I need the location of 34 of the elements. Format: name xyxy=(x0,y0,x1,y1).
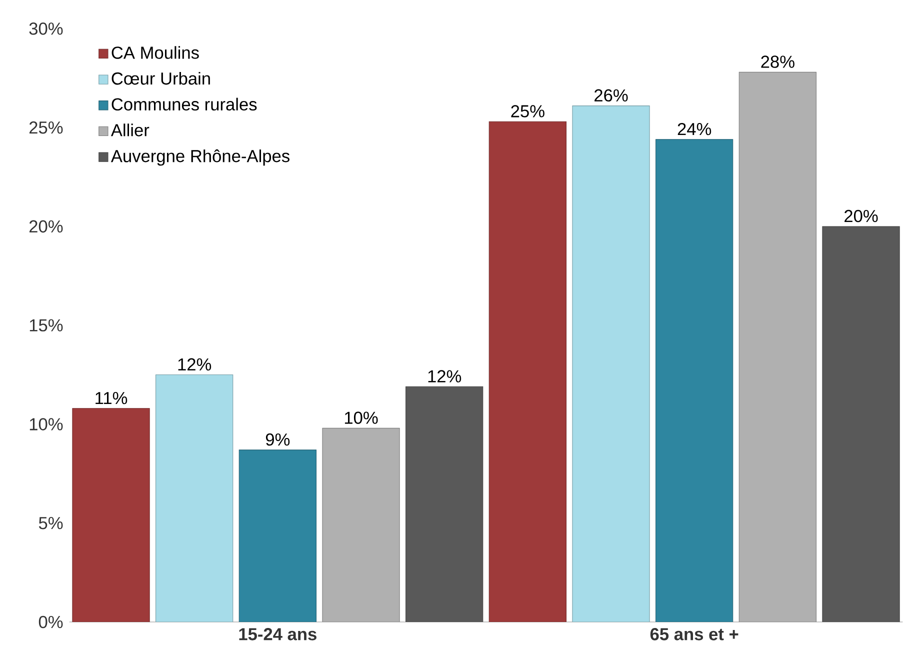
bar xyxy=(322,428,400,622)
data-label: 25% xyxy=(511,105,544,118)
legend-label: Allier xyxy=(110,124,150,136)
y-tick-label: 30% xyxy=(29,22,63,35)
y-tick-label: 25% xyxy=(29,121,63,134)
bar xyxy=(406,386,484,622)
bar xyxy=(156,374,234,622)
data-label: 28% xyxy=(761,56,794,68)
data-label: 24% xyxy=(678,122,712,136)
x-tick-label: 15-24 ans xyxy=(239,628,316,640)
y-tick-label: 10% xyxy=(30,418,63,430)
legend-label: CA Moulins xyxy=(112,46,199,59)
bar xyxy=(488,121,566,622)
data-label: 12% xyxy=(428,370,462,382)
y-tick-label: 0% xyxy=(38,616,63,628)
bar xyxy=(656,139,734,622)
bar xyxy=(72,408,150,622)
bar xyxy=(738,72,816,622)
data-label: 10% xyxy=(344,412,378,424)
data-label: 12% xyxy=(178,358,212,371)
bar xyxy=(238,450,316,622)
bar xyxy=(822,226,900,622)
x-tick-label: 65 ans et + xyxy=(650,628,738,640)
y-tick-label: 5% xyxy=(38,517,63,530)
y-tick-label: 15% xyxy=(30,319,63,332)
legend-label: Auvergne Rhône-Alpes xyxy=(110,149,290,166)
legend-label: Communes rurales xyxy=(112,98,257,111)
y-tick-label: 20% xyxy=(29,220,63,233)
data-label: 11% xyxy=(96,392,128,404)
data-label: 26% xyxy=(594,89,628,102)
legend-label: Cœur Urbain xyxy=(112,72,210,85)
data-label: 9% xyxy=(266,433,290,446)
data-label: 20% xyxy=(844,210,878,222)
bar xyxy=(572,106,650,622)
